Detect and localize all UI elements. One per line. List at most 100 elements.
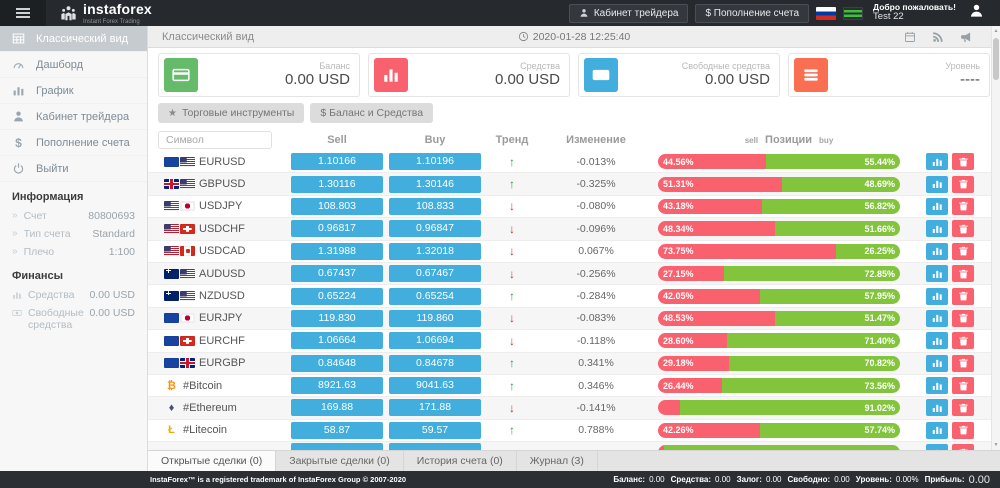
chart-button[interactable] xyxy=(926,242,948,260)
us-flag-icon xyxy=(180,291,195,302)
scroll-down-arrow[interactable]: ▼ xyxy=(993,442,999,448)
delete-button[interactable] xyxy=(952,399,974,417)
chart-button[interactable] xyxy=(926,332,948,350)
buy-button[interactable] xyxy=(389,442,481,450)
trend-down-icon: ↓ xyxy=(509,199,515,214)
change-value: -0.083% xyxy=(576,312,616,325)
info-row: » Тип счета Standard xyxy=(0,225,147,243)
buy-button[interactable]: 1.32018 xyxy=(389,242,481,260)
card-label: Уровень xyxy=(945,60,980,71)
sell-button[interactable]: 8921.63 xyxy=(291,377,383,395)
sidebar-item[interactable]: Дашборд xyxy=(0,52,147,78)
chart-button[interactable] xyxy=(926,265,948,283)
jp-flag-icon xyxy=(180,313,195,324)
tab[interactable]: Открытые сделки (0) xyxy=(148,451,277,471)
sell-button[interactable]: 119.830 xyxy=(291,309,383,327)
symbol-name: USDCHF xyxy=(199,222,245,235)
sell-button[interactable]: 0.84648 xyxy=(291,354,383,372)
sidebar-item[interactable]: Выйти xyxy=(0,156,147,182)
buy-button[interactable]: 108.833 xyxy=(389,197,481,215)
sell-button[interactable]: 0.67437 xyxy=(291,265,383,283)
sidebar-item-label: Классический вид xyxy=(36,32,129,45)
delete-button[interactable] xyxy=(952,377,974,395)
chart-button[interactable] xyxy=(926,399,948,417)
chart-button[interactable] xyxy=(926,175,948,193)
delete-button[interactable] xyxy=(952,309,974,327)
change-value: -0.284% xyxy=(576,290,616,303)
rss-icon[interactable] xyxy=(932,31,944,43)
buy-button[interactable]: 0.67467 xyxy=(389,265,481,283)
russia-flag-icon[interactable] xyxy=(816,6,837,20)
buy-button[interactable]: 0.96847 xyxy=(389,220,481,238)
finance-label: Свободные средства xyxy=(28,307,84,331)
sell-button[interactable]: 108.803 xyxy=(291,197,383,215)
sell-button[interactable]: 1.31988 xyxy=(291,242,383,260)
sell-button[interactable] xyxy=(291,442,383,450)
tab[interactable]: Закрытые сделки (0) xyxy=(276,451,404,471)
buy-button[interactable]: 119.860 xyxy=(389,309,481,327)
sell-button[interactable]: 1.10166 xyxy=(291,153,383,171)
logo[interactable]: instaforex Instant Forex Trading xyxy=(60,2,152,25)
chart-button[interactable] xyxy=(926,287,948,305)
avatar[interactable] xyxy=(969,3,984,23)
delete-button[interactable] xyxy=(952,354,974,372)
chart-button[interactable] xyxy=(926,421,948,439)
buy-button[interactable]: 59.57 xyxy=(389,421,481,439)
symbol-name: EURCHF xyxy=(199,334,245,347)
chart-button[interactable] xyxy=(926,197,948,215)
delete-button[interactable] xyxy=(952,265,974,283)
sidebar-item[interactable]: Классический вид xyxy=(0,26,147,52)
delete-button[interactable] xyxy=(952,220,974,238)
chart-button[interactable] xyxy=(926,153,948,171)
delete-button[interactable] xyxy=(952,332,974,350)
buy-button[interactable]: 1.06694 xyxy=(389,332,481,350)
tab[interactable]: История счета (0) xyxy=(404,451,517,471)
sell-button[interactable]: 1.30116 xyxy=(291,175,383,193)
buy-button[interactable]: 0.84678 xyxy=(389,354,481,372)
trader-cabinet-button[interactable]: Кабинет трейдера xyxy=(568,3,689,23)
chevrons-icon: » xyxy=(12,228,18,239)
symbol-filter-input[interactable] xyxy=(158,131,272,149)
sell-button[interactable]: 1.06664 xyxy=(291,332,383,350)
delete-button[interactable] xyxy=(952,444,974,450)
chart-button[interactable] xyxy=(926,220,948,238)
user-avatar-icon xyxy=(970,4,983,17)
sidebar-item[interactable]: $ Пополнение счета xyxy=(0,130,147,156)
scrollbar[interactable]: ▲ ▼ xyxy=(991,26,1000,450)
scroll-thumb[interactable] xyxy=(993,38,999,80)
sell-button[interactable]: 0.96817 xyxy=(291,220,383,238)
delete-button[interactable] xyxy=(952,287,974,305)
delete-button[interactable] xyxy=(952,197,974,215)
trading-instruments-button[interactable]: ★ Торговые инструменты xyxy=(158,103,305,123)
delete-button[interactable] xyxy=(952,153,974,171)
sell-positions-segment: 43.18% xyxy=(658,198,763,214)
sidebar-item[interactable]: Кабинет трейдера xyxy=(0,104,147,130)
buy-button[interactable]: 0.65254 xyxy=(389,287,481,305)
buy-button[interactable]: 1.30146 xyxy=(389,175,481,193)
deposit-button[interactable]: $ Пополнение счета xyxy=(695,3,810,23)
chart-button[interactable] xyxy=(926,354,948,372)
delete-button[interactable] xyxy=(952,421,974,439)
scroll-up-arrow[interactable]: ▲ xyxy=(993,28,999,34)
chart-button[interactable] xyxy=(926,309,948,327)
delete-button[interactable] xyxy=(952,242,974,260)
star-icon: ★ xyxy=(168,107,177,119)
delete-button[interactable] xyxy=(952,175,974,193)
green-flag-icon[interactable] xyxy=(843,6,864,20)
list-icon xyxy=(794,58,828,92)
chart-button[interactable] xyxy=(926,444,948,450)
buy-button[interactable]: 9041.63 xyxy=(389,377,481,395)
menu-toggle-button[interactable] xyxy=(0,0,46,26)
megaphone-icon[interactable] xyxy=(960,31,972,43)
buy-button[interactable]: 171.88 xyxy=(389,399,481,417)
balance-funds-button[interactable]: $ Баланс и Средства xyxy=(310,103,434,123)
calendar-icon[interactable] xyxy=(904,31,916,43)
sell-button[interactable]: 0.65224 xyxy=(291,287,383,305)
sell-button[interactable]: 58.87 xyxy=(291,421,383,439)
sell-button[interactable]: 169.88 xyxy=(291,399,383,417)
sidebar-item[interactable]: График xyxy=(0,78,147,104)
buy-button[interactable]: 1.10196 xyxy=(389,153,481,171)
chart-button[interactable] xyxy=(926,377,948,395)
tab[interactable]: Журнал (3) xyxy=(517,451,598,471)
